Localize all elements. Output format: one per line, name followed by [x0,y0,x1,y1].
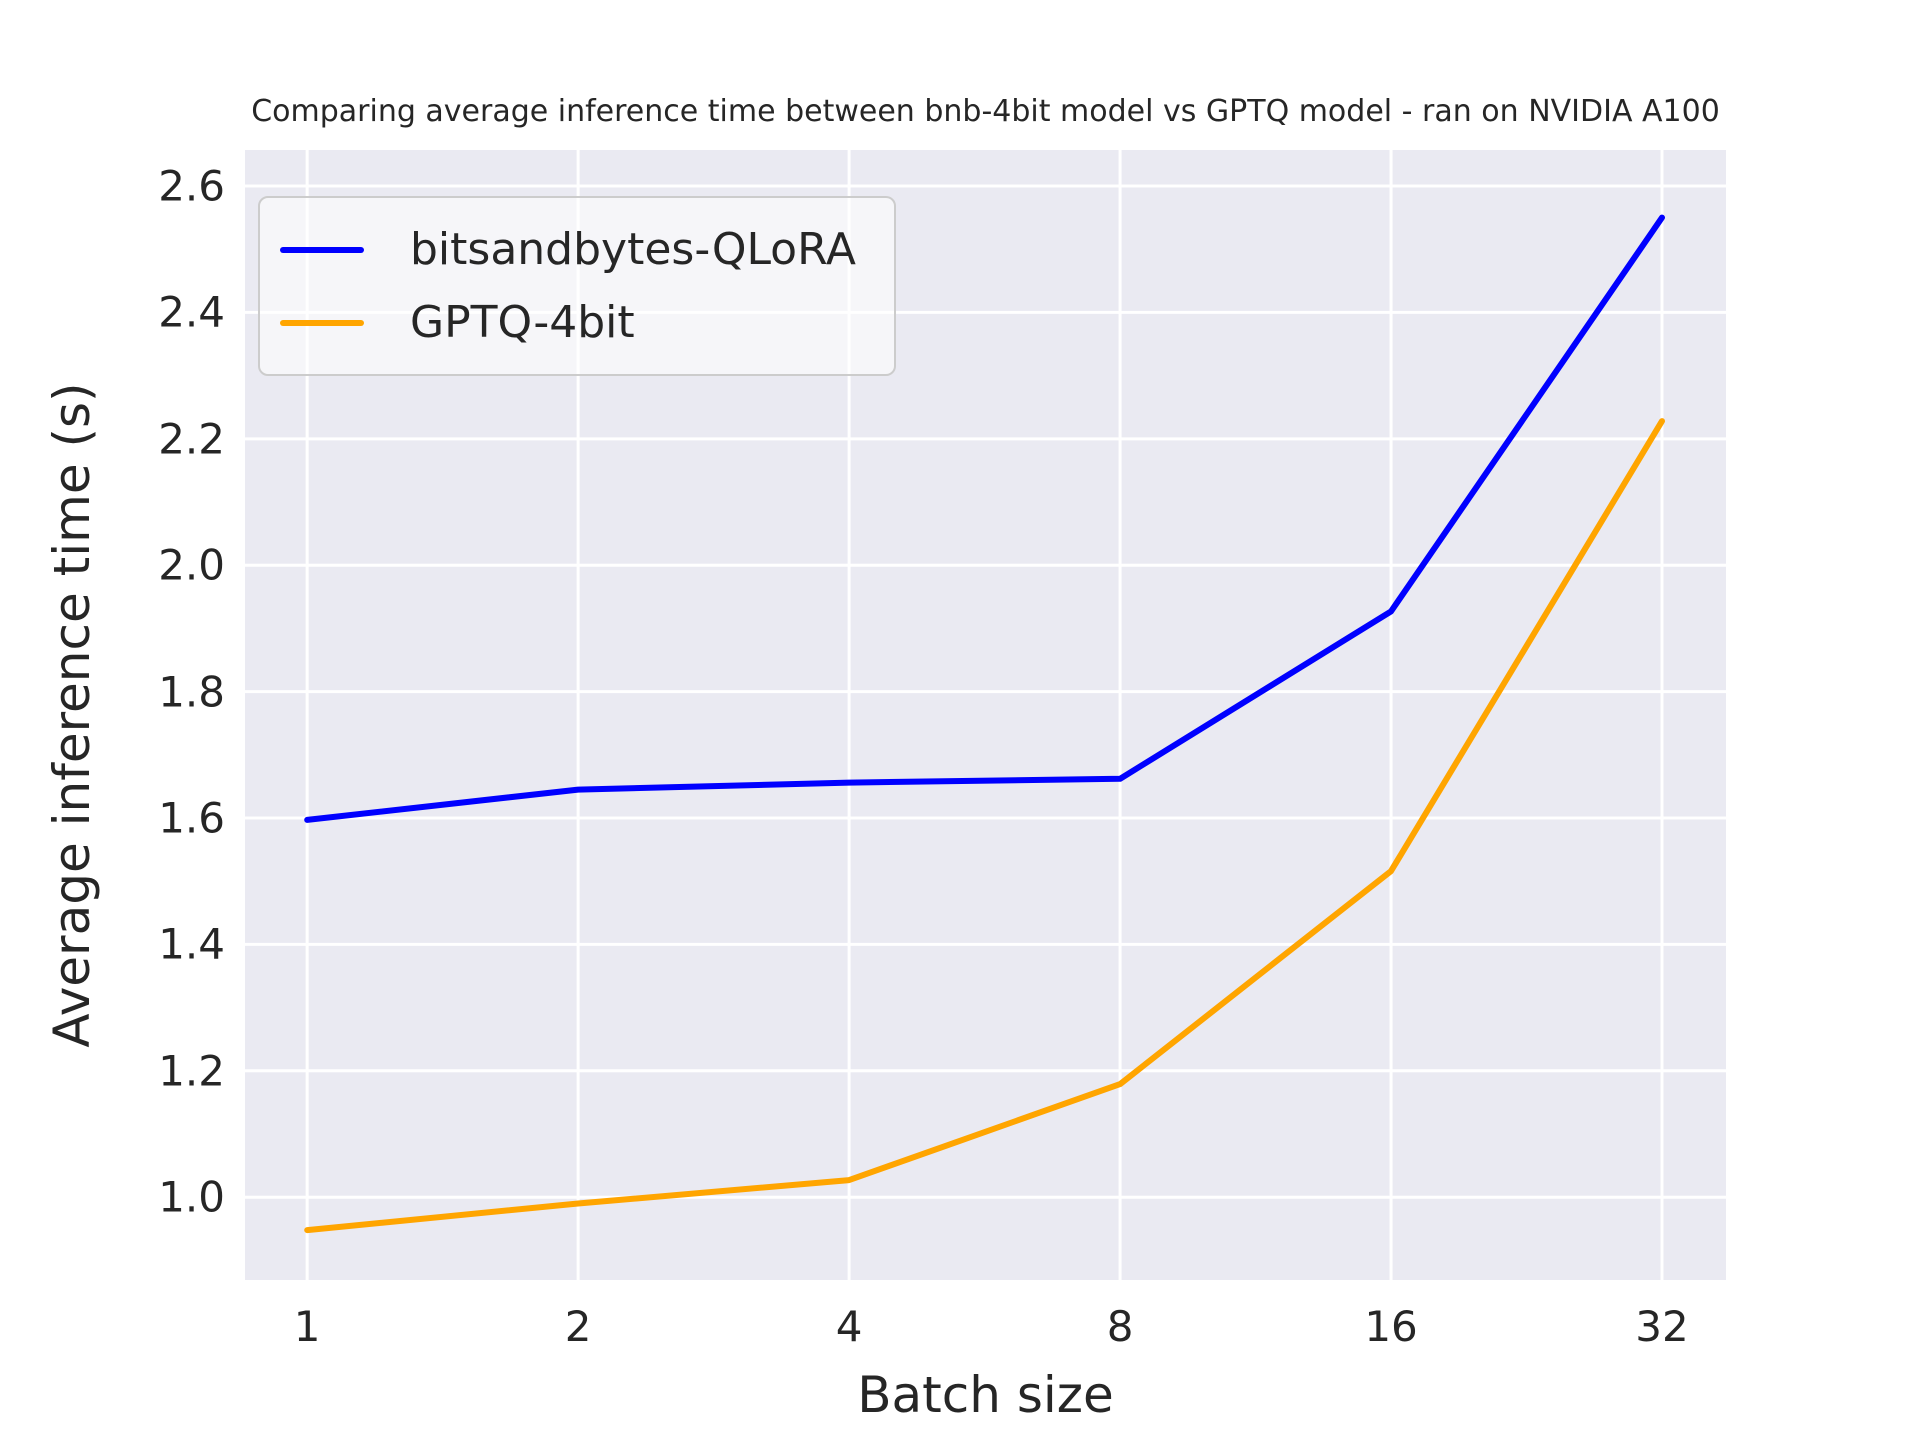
legend-line-swatch-blue [280,246,364,253]
y-tick-label: 2.0 [158,540,225,590]
series-line-bitsandbytes-QLoRA [304,214,1665,823]
y-tick-label: 1.0 [158,1172,225,1222]
legend-entry-bitsandbytes: bitsandbytes-QLoRA [280,224,856,275]
y-tick-label: 2.4 [158,287,225,337]
x-tick-label: 1 [293,1302,321,1351]
y-tick-label: 1.2 [158,1046,225,1096]
x-tick-label: 2 [564,1302,592,1351]
y-tick-label: 1.4 [158,919,225,969]
legend-label: GPTQ-4bit [410,297,635,348]
x-axis-label: Batch size [857,1366,1114,1424]
y-tick-label: 1.8 [158,667,225,717]
legend: bitsandbytes-QLoRA GPTQ-4bit [258,196,896,376]
y-tick-label: 1.6 [158,793,225,843]
legend-line-swatch-orange [280,319,364,326]
x-tick-label: 32 [1635,1302,1689,1351]
y-tick-label: 2.2 [158,414,225,464]
legend-entry-gptq: GPTQ-4bit [280,297,856,348]
y-tick-label: 2.6 [158,161,225,211]
x-tick-label: 8 [1106,1302,1134,1351]
x-tick-label: 4 [835,1302,863,1351]
chart-title: Comparing average inference time between… [251,94,1720,129]
x-tick-label: 16 [1364,1302,1418,1351]
plot-area: bitsandbytes-QLoRA GPTQ-4bit [245,150,1726,1280]
legend-label: bitsandbytes-QLoRA [410,224,856,275]
series-line-GPTQ-4bit [304,418,1665,1234]
